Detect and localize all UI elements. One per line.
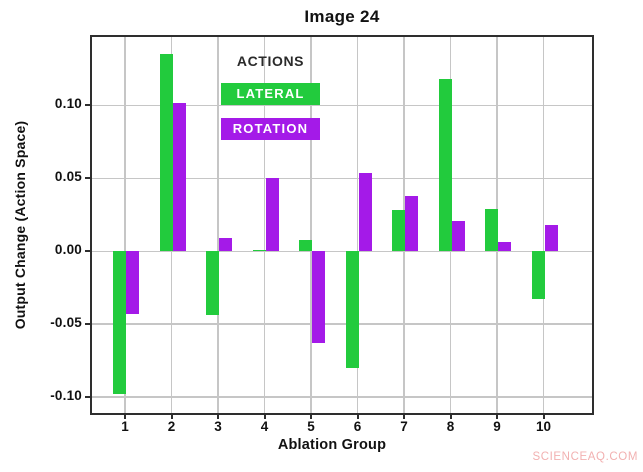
- x-tick-mark: [403, 413, 405, 419]
- bar-lateral-group-10: [531, 251, 545, 300]
- legend-item-lateral: LATERAL: [221, 83, 320, 105]
- y-tick-label: -0.05: [50, 315, 82, 331]
- x-tick-mark: [356, 413, 359, 419]
- gridline-v: [310, 37, 312, 413]
- x-tick-mark: [542, 413, 545, 419]
- bar-rotation-group-7: [405, 195, 418, 252]
- gridline-v: [542, 37, 545, 413]
- bar-rotation-group-5: [312, 251, 325, 344]
- bar-rotation-group-10: [544, 225, 558, 252]
- gridline-h: [92, 396, 592, 398]
- gridline-h: [92, 104, 592, 107]
- legend-item-rotation: ROTATION: [221, 118, 320, 140]
- bar-rotation-group-2: [172, 102, 186, 252]
- bar-lateral-group-3: [206, 251, 219, 316]
- bar-lateral-group-7: [392, 210, 405, 252]
- x-tick-mark: [263, 413, 266, 419]
- bar-lateral-group-9: [485, 208, 498, 252]
- y-tick-label: -0.10: [50, 387, 82, 403]
- x-tick-label: 3: [214, 419, 222, 434]
- bar-rotation-group-3: [219, 238, 232, 252]
- x-tick-label: 5: [307, 419, 315, 434]
- y-tick-mark: [85, 395, 92, 398]
- y-tick-mark: [85, 323, 92, 326]
- bar-rotation-group-9: [498, 242, 511, 252]
- x-tick-label: 6: [353, 419, 362, 434]
- y-tick-label: 0.10: [54, 96, 82, 112]
- chart-title: Image 24: [304, 7, 380, 26]
- y-tick-label: 0.05: [54, 169, 82, 185]
- bar-rotation-group-8: [451, 220, 465, 252]
- x-tick-mark: [217, 413, 219, 419]
- legend-title: ACTIONS: [236, 53, 305, 69]
- x-tick-mark: [310, 413, 312, 419]
- x-tick-mark: [124, 413, 126, 419]
- bar-lateral-group-1: [113, 251, 126, 395]
- gridline-v: [263, 37, 266, 413]
- gridline-v: [124, 37, 126, 413]
- bar-rotation-group-4: [265, 178, 279, 252]
- y-tick-mark: [85, 250, 92, 253]
- bar-lateral-group-4: [252, 249, 266, 252]
- x-tick-label: 2: [167, 419, 176, 434]
- x-tick-label: 4: [260, 419, 269, 434]
- bar-rotation-group-1: [126, 251, 139, 314]
- bar-lateral-group-6: [345, 251, 359, 368]
- watermark-text: SCIENCEAQ.COM: [532, 451, 638, 463]
- gridline-h: [92, 250, 592, 252]
- y-tick-mark: [85, 177, 92, 180]
- bar-lateral-group-2: [159, 54, 173, 252]
- x-tick-label: 10: [535, 419, 552, 434]
- x-tick-mark: [449, 413, 452, 419]
- bar-lateral-group-8: [438, 79, 452, 252]
- legend: ACTIONS LATERAL ROTATION: [221, 53, 320, 140]
- gridline-v: [217, 37, 219, 413]
- bar-lateral-group-5: [299, 239, 312, 252]
- gridline-h: [92, 177, 592, 180]
- x-tick-mark: [496, 413, 498, 419]
- x-tick-label: 7: [400, 419, 408, 434]
- y-axis-title: Output Change (Action Space): [12, 120, 28, 330]
- y-tick-label: 0.00: [54, 242, 82, 258]
- x-tick-mark: [170, 413, 173, 419]
- gridline-h: [92, 323, 592, 325]
- gridline-v: [356, 37, 359, 413]
- x-tick-label: 8: [446, 419, 455, 434]
- x-axis-title: Ablation Group: [277, 437, 387, 453]
- x-tick-label: 9: [493, 419, 501, 434]
- x-tick-label: 1: [121, 419, 129, 434]
- y-tick-mark: [85, 104, 92, 107]
- plot-area: [92, 37, 592, 413]
- bar-rotation-group-6: [358, 172, 372, 252]
